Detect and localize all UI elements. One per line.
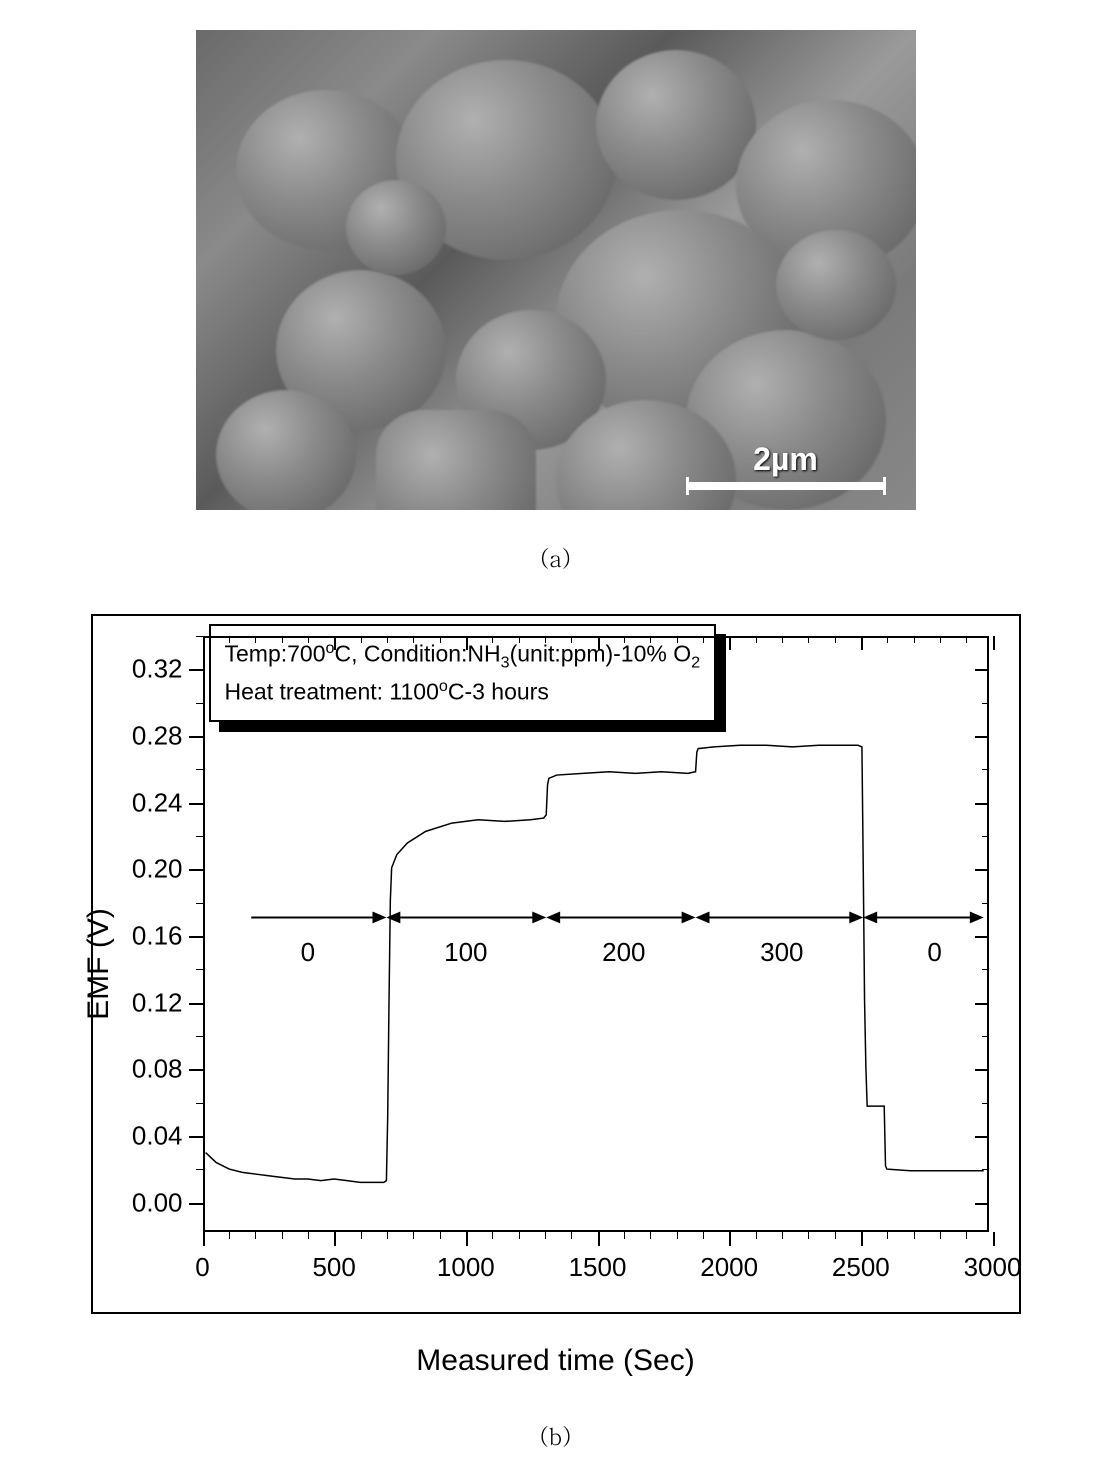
annotation-line1: Temp:700oC, Condition:NH3(unit:ppm)-10% … xyxy=(225,636,701,674)
x-tick-label: 1500 xyxy=(569,1252,627,1283)
y-tick-label: 0.08 xyxy=(132,1054,183,1085)
x-tick-label: 2000 xyxy=(700,1252,758,1283)
y-tick-label: 0.32 xyxy=(132,654,183,685)
region-arrow xyxy=(251,911,386,923)
chart-annotation: Temp:700oC, Condition:NH3(unit:ppm)-10% … xyxy=(209,624,717,722)
scale-bar-label: 2µm xyxy=(753,441,818,478)
scale-bar: 2µm xyxy=(686,441,886,490)
region-arrow xyxy=(695,911,863,923)
x-tick-label: 2500 xyxy=(832,1252,890,1283)
subplot-label-a: (a) xyxy=(90,540,1021,574)
sem-micrograph: 2µm xyxy=(196,30,916,510)
region-label: 100 xyxy=(444,937,487,968)
y-tick-label: 0.24 xyxy=(132,787,183,818)
x-tick-label: 500 xyxy=(312,1252,355,1283)
y-tick-label: 0.20 xyxy=(132,854,183,885)
region-label: 0 xyxy=(301,937,315,968)
y-axis-label: EMF (V) xyxy=(81,908,115,1020)
region-arrow xyxy=(386,911,546,923)
x-tick-label: 0 xyxy=(195,1252,209,1283)
x-axis-label: Measured time (Sec) xyxy=(91,1344,1021,1378)
y-tick-label: 0.04 xyxy=(132,1121,183,1152)
subplot-label-b: (b) xyxy=(90,1418,1021,1452)
annotation-line2: Heat treatment: 1100oC-3 hours xyxy=(225,674,701,709)
y-tick-label: 0.12 xyxy=(132,987,183,1018)
y-tick-label: 0.28 xyxy=(132,721,183,752)
region-arrow xyxy=(546,911,695,923)
emf-line xyxy=(205,745,983,1182)
region-label: 300 xyxy=(760,937,803,968)
x-tick-label: 3000 xyxy=(964,1252,1022,1283)
region-label: 200 xyxy=(602,937,645,968)
region-arrow xyxy=(863,911,984,923)
region-label: 0 xyxy=(927,937,941,968)
x-tick-label: 1000 xyxy=(437,1252,495,1283)
y-tick-label: 0.16 xyxy=(132,921,183,952)
emf-chart: 0.00 0.04 0.08 0.12 0.16 0.20 0.24 0.28 0.32 Tem… xyxy=(91,614,1021,1378)
y-tick-label: 0.00 xyxy=(132,1187,183,1218)
